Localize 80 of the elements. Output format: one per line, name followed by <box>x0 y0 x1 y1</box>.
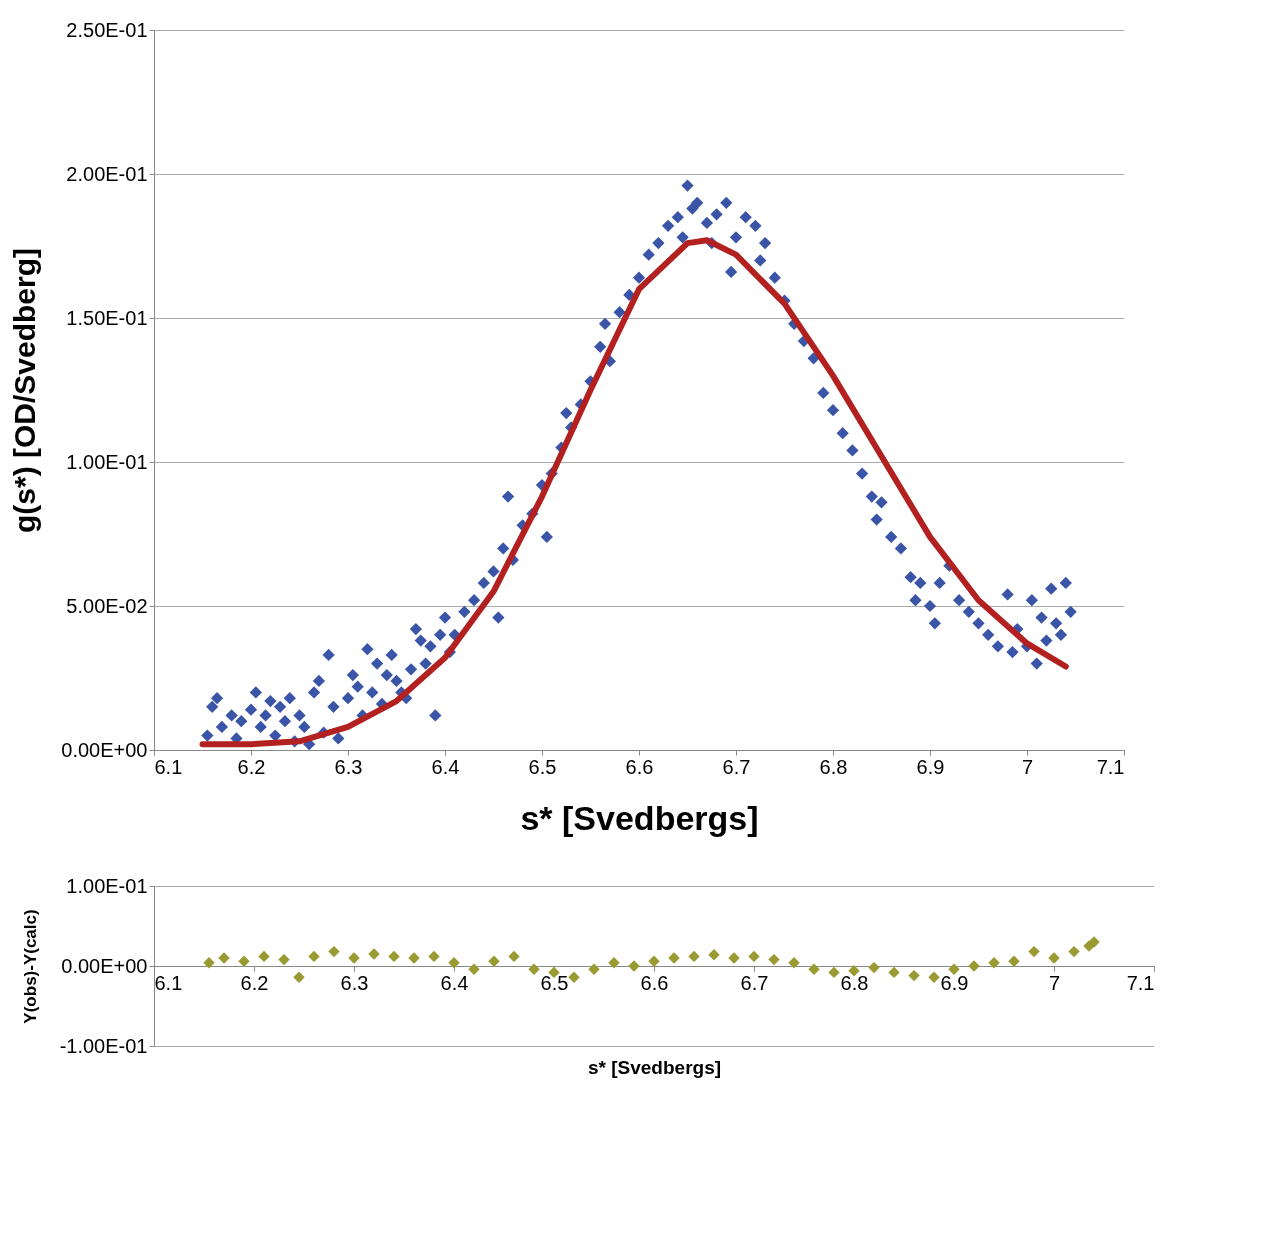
point <box>1088 936 1100 948</box>
y-tick-label: 5.00E-02 <box>66 594 148 617</box>
point <box>588 963 600 975</box>
point <box>1028 945 1040 958</box>
x-tick-label: 7.1 <box>1126 971 1155 994</box>
point <box>388 950 400 963</box>
x-tick-label: 6.3 <box>340 971 369 994</box>
x-tick-label: 6.5 <box>540 971 569 994</box>
x-tick-label: 6.7 <box>722 755 751 778</box>
x-tick-label: 6.4 <box>440 971 469 994</box>
x-tick-label: 6.6 <box>640 971 669 994</box>
point <box>568 971 580 983</box>
point <box>688 950 700 963</box>
point <box>328 945 340 958</box>
x-tick-label: 6.2 <box>237 755 266 778</box>
y-axis-title: g(s*) [OD/Svedberg] <box>8 247 42 534</box>
point <box>293 971 305 983</box>
y-tick-label: 1.00E-01 <box>66 874 148 897</box>
x-tick-label: 6.4 <box>431 755 460 778</box>
point <box>1048 952 1060 964</box>
x-tick-label: 6.2 <box>240 971 269 994</box>
point <box>948 963 960 975</box>
point <box>768 953 780 966</box>
point <box>708 949 720 961</box>
point <box>203 957 215 969</box>
point <box>888 966 900 979</box>
point <box>928 971 940 983</box>
point <box>408 952 420 964</box>
point <box>218 952 230 964</box>
point <box>348 952 360 964</box>
point <box>968 960 980 972</box>
point <box>308 950 320 963</box>
point <box>808 963 820 975</box>
point <box>278 953 290 966</box>
x-tick-label: 6.7 <box>740 971 769 994</box>
x-tick-label: 6.9 <box>916 755 945 778</box>
point <box>448 957 460 969</box>
point <box>988 957 1000 969</box>
y-tick-label: 0.00E+00 <box>61 738 148 761</box>
y-axis-title: Y(obs)-Y(calc) <box>20 909 40 1024</box>
x-tick-label: 7.1 <box>1096 755 1125 778</box>
point <box>868 961 880 974</box>
x-tick-label: 6.8 <box>819 755 848 778</box>
x-tick-label: 6.9 <box>940 971 969 994</box>
x-axis-title: s* [Svedbergs] <box>520 798 759 837</box>
point <box>238 955 250 967</box>
point <box>668 952 680 964</box>
point <box>728 952 740 964</box>
point <box>648 955 660 967</box>
x-tick-label: 6.1 <box>154 971 183 994</box>
point <box>608 957 620 969</box>
point <box>1068 945 1080 958</box>
point <box>1008 955 1020 967</box>
point <box>258 950 270 963</box>
x-axis-title: s* [Svedbergs] <box>587 1056 722 1078</box>
point <box>368 948 380 960</box>
point <box>508 950 520 963</box>
x-tick-label: 6.5 <box>528 755 557 778</box>
point <box>628 960 640 972</box>
point <box>908 969 920 982</box>
x-tick-label: 6.6 <box>625 755 654 778</box>
x-tick-label: 7 <box>1021 755 1034 778</box>
y-tick-label: 2.00E-01 <box>66 162 148 185</box>
y-tick-label: 1.00E-01 <box>66 450 148 473</box>
y-tick-label: -1.00E-01 <box>59 1034 148 1057</box>
point <box>748 950 760 963</box>
point <box>828 966 840 979</box>
point <box>468 963 480 975</box>
x-tick-label: 6.3 <box>334 755 363 778</box>
point <box>488 955 500 967</box>
x-tick-label: 6.8 <box>840 971 869 994</box>
point <box>428 950 440 963</box>
y-tick-label: 1.50E-01 <box>66 306 148 329</box>
y-tick-label: 0.00E+00 <box>61 954 148 977</box>
point <box>788 957 800 969</box>
y-tick-label: 2.50E-01 <box>66 18 148 41</box>
point <box>848 965 860 977</box>
x-tick-label: 6.1 <box>154 755 183 778</box>
x-tick-label: 7 <box>1048 971 1061 994</box>
point <box>528 963 540 975</box>
